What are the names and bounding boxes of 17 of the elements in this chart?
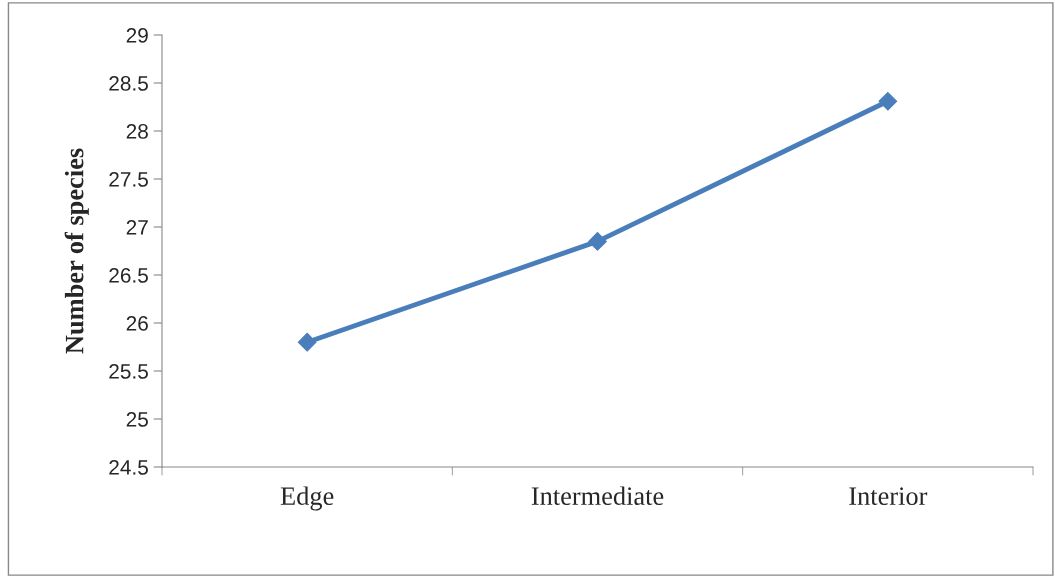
y-tick-label: 29 (126, 28, 148, 43)
point (588, 232, 607, 251)
y-tick-label: 28 (126, 124, 148, 139)
y-tick-label: 24.5 (109, 460, 148, 475)
y-tick-label: 26 (126, 316, 148, 331)
x-tick-label: Edge (280, 486, 334, 511)
x-tick-label: Interior (849, 487, 928, 506)
point (297, 332, 317, 352)
y-axis-title: Number of species (64, 148, 89, 354)
y-tick-label: 27.5 (109, 172, 148, 187)
y-tick-label: 25 (126, 412, 148, 427)
y-tick-label: 27 (126, 220, 148, 235)
point (878, 91, 898, 111)
y-tick-label: 26.5 (109, 268, 148, 283)
y-tick-label: 28.5 (109, 76, 148, 91)
y-tick-label: 25.5 (109, 364, 148, 379)
x-tick-label: Intermediate (531, 486, 664, 506)
